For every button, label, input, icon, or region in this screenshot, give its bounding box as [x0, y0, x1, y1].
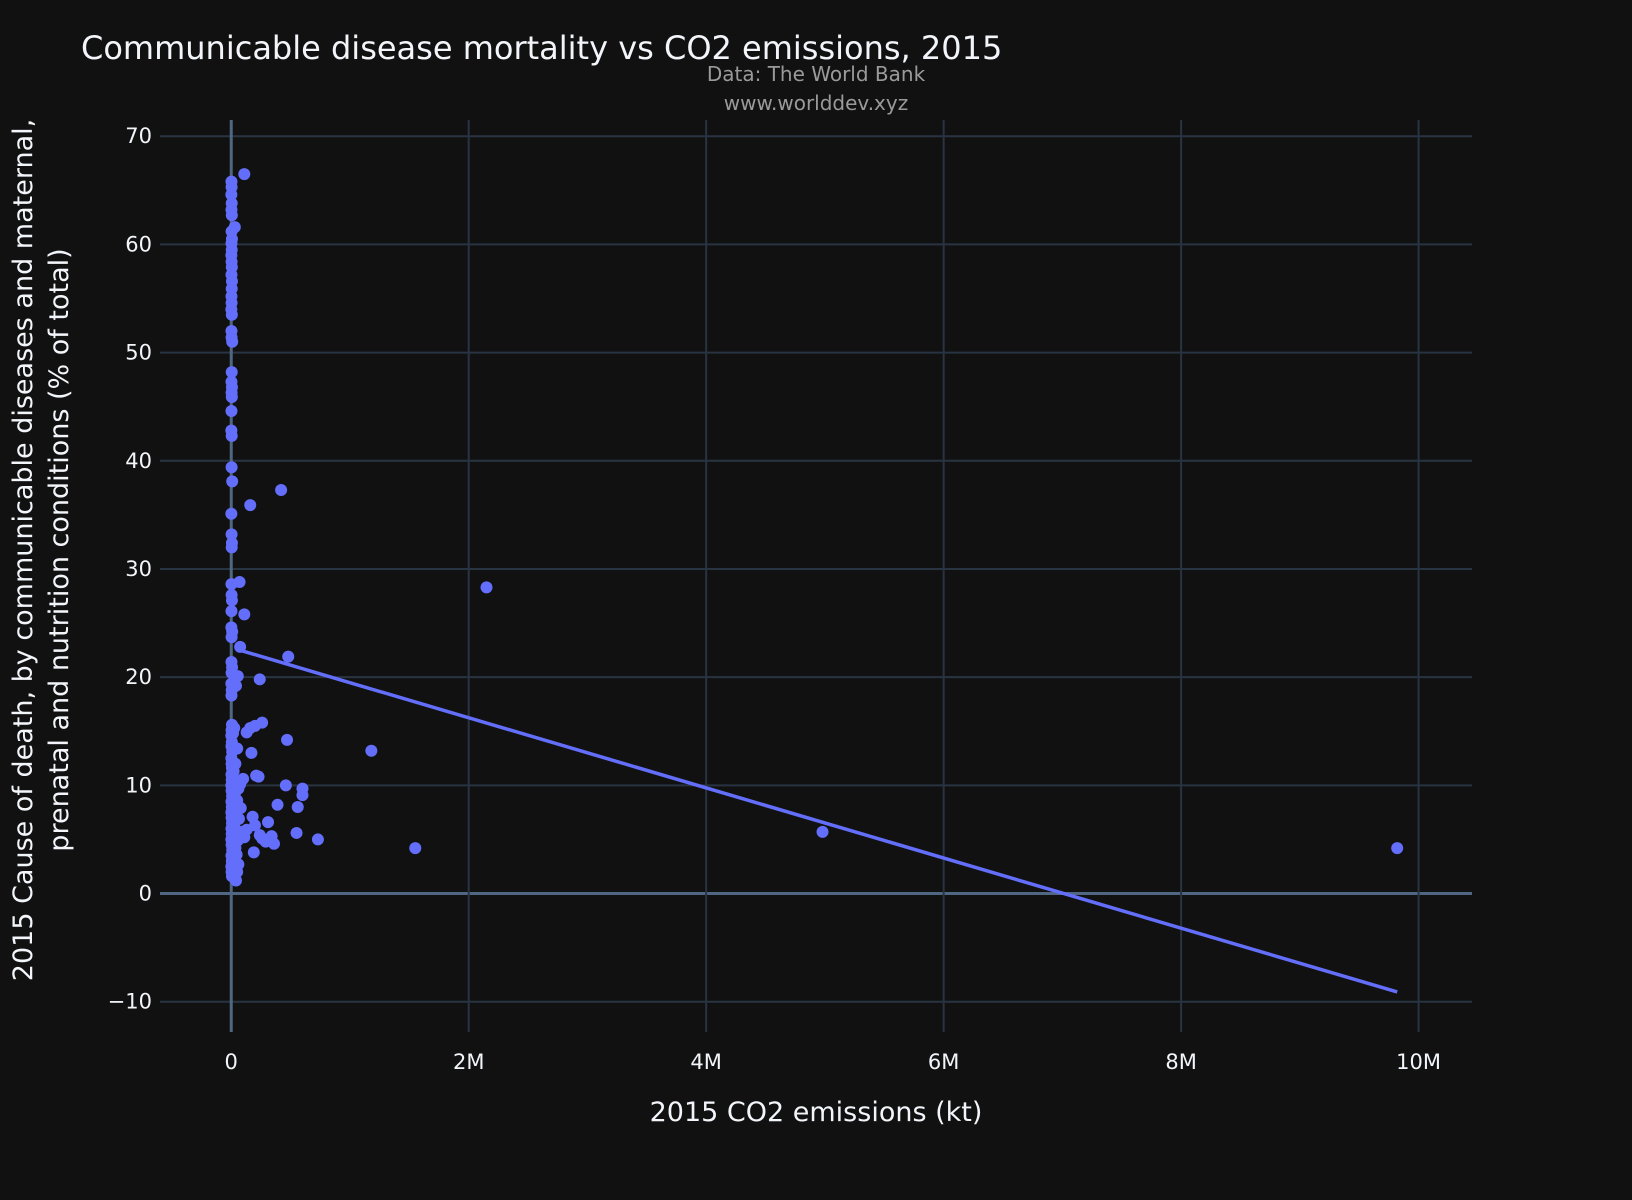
chart-title: Communicable disease mortality vs CO2 em… — [81, 29, 1002, 67]
data-point — [231, 742, 244, 755]
x-tick-label: 4M — [690, 1050, 721, 1074]
trendline-layer — [235, 647, 1398, 994]
data-point — [233, 575, 246, 588]
y-tick-label: 60 — [125, 232, 152, 256]
y-tick-label: 70 — [125, 124, 152, 148]
data-point — [238, 168, 251, 181]
x-tick-label: 8M — [1165, 1050, 1196, 1074]
data-point — [291, 800, 304, 813]
x-tick-label: 6M — [928, 1050, 959, 1074]
data-point — [271, 798, 284, 811]
data-point — [226, 475, 239, 488]
data-point — [225, 528, 238, 541]
trendline — [235, 647, 1398, 994]
chart-subtitle-url: www.worlddev.xyz — [724, 91, 908, 115]
data-point — [275, 483, 288, 496]
x-tick-label: 0 — [225, 1050, 238, 1074]
data-point — [225, 605, 238, 618]
data-point — [225, 541, 238, 554]
data-point — [237, 772, 250, 785]
data-point — [226, 335, 239, 348]
data-point — [253, 673, 266, 686]
data-point — [1391, 842, 1404, 855]
y-tick-labels: −10 0 10 20 30 40 50 60 70 — [108, 124, 152, 1013]
data-point — [225, 188, 238, 201]
data-point — [247, 846, 260, 859]
y-axis-label: 2015 Cause of death, by communicable dis… — [8, 119, 75, 981]
data-point — [365, 744, 378, 757]
data-point — [480, 581, 493, 594]
data-point — [229, 757, 242, 770]
data-point — [225, 429, 238, 442]
data-point — [240, 823, 253, 836]
chart-subtitle-source: Data: The World Bank — [707, 62, 926, 86]
data-point — [252, 770, 265, 783]
data-point — [225, 507, 238, 520]
x-tick-labels: 0 2M 4M 6M 8M 10M — [225, 1050, 1441, 1074]
data-point — [290, 826, 303, 839]
data-point — [225, 689, 238, 702]
data-point — [232, 858, 245, 871]
data-point — [256, 716, 269, 729]
y-tick-label: 0 — [139, 882, 152, 906]
data-point — [296, 789, 309, 802]
data-point — [225, 405, 238, 418]
data-point — [281, 733, 294, 746]
y-tick-label: −10 — [108, 990, 152, 1014]
data-point — [816, 825, 829, 838]
x-tick-label: 10M — [1396, 1050, 1441, 1074]
y-tick-label: 40 — [125, 449, 152, 473]
data-point — [279, 779, 292, 792]
data-point — [282, 650, 295, 663]
data-point — [409, 842, 422, 855]
y-tick-label: 10 — [125, 773, 152, 797]
data-point — [225, 631, 238, 644]
y-axis-label-line-2: prenatal and nutrition conditions (% of … — [44, 248, 75, 851]
data-point — [245, 746, 258, 759]
x-axis-label: 2015 CO2 emissions (kt) — [650, 1097, 983, 1128]
data-point — [228, 722, 241, 734]
data-point — [238, 608, 251, 621]
data-point — [225, 594, 238, 607]
data-point — [262, 816, 275, 829]
data-point — [267, 837, 280, 850]
data-point — [225, 366, 238, 379]
data-point — [311, 833, 324, 846]
data-point — [234, 640, 247, 653]
data-point — [225, 209, 238, 222]
data-point — [225, 390, 238, 403]
data-points — [225, 168, 1404, 887]
data-point — [244, 499, 257, 512]
y-tick-label: 30 — [125, 557, 152, 581]
y-tick-label: 50 — [125, 341, 152, 365]
data-point — [225, 461, 238, 474]
y-axis-label-line-1: 2015 Cause of death, by communicable dis… — [8, 119, 39, 981]
y-tick-label: 20 — [125, 665, 152, 689]
data-point — [231, 670, 244, 683]
x-tick-label: 2M — [453, 1050, 484, 1074]
data-point — [229, 679, 242, 692]
data-point — [225, 308, 238, 321]
